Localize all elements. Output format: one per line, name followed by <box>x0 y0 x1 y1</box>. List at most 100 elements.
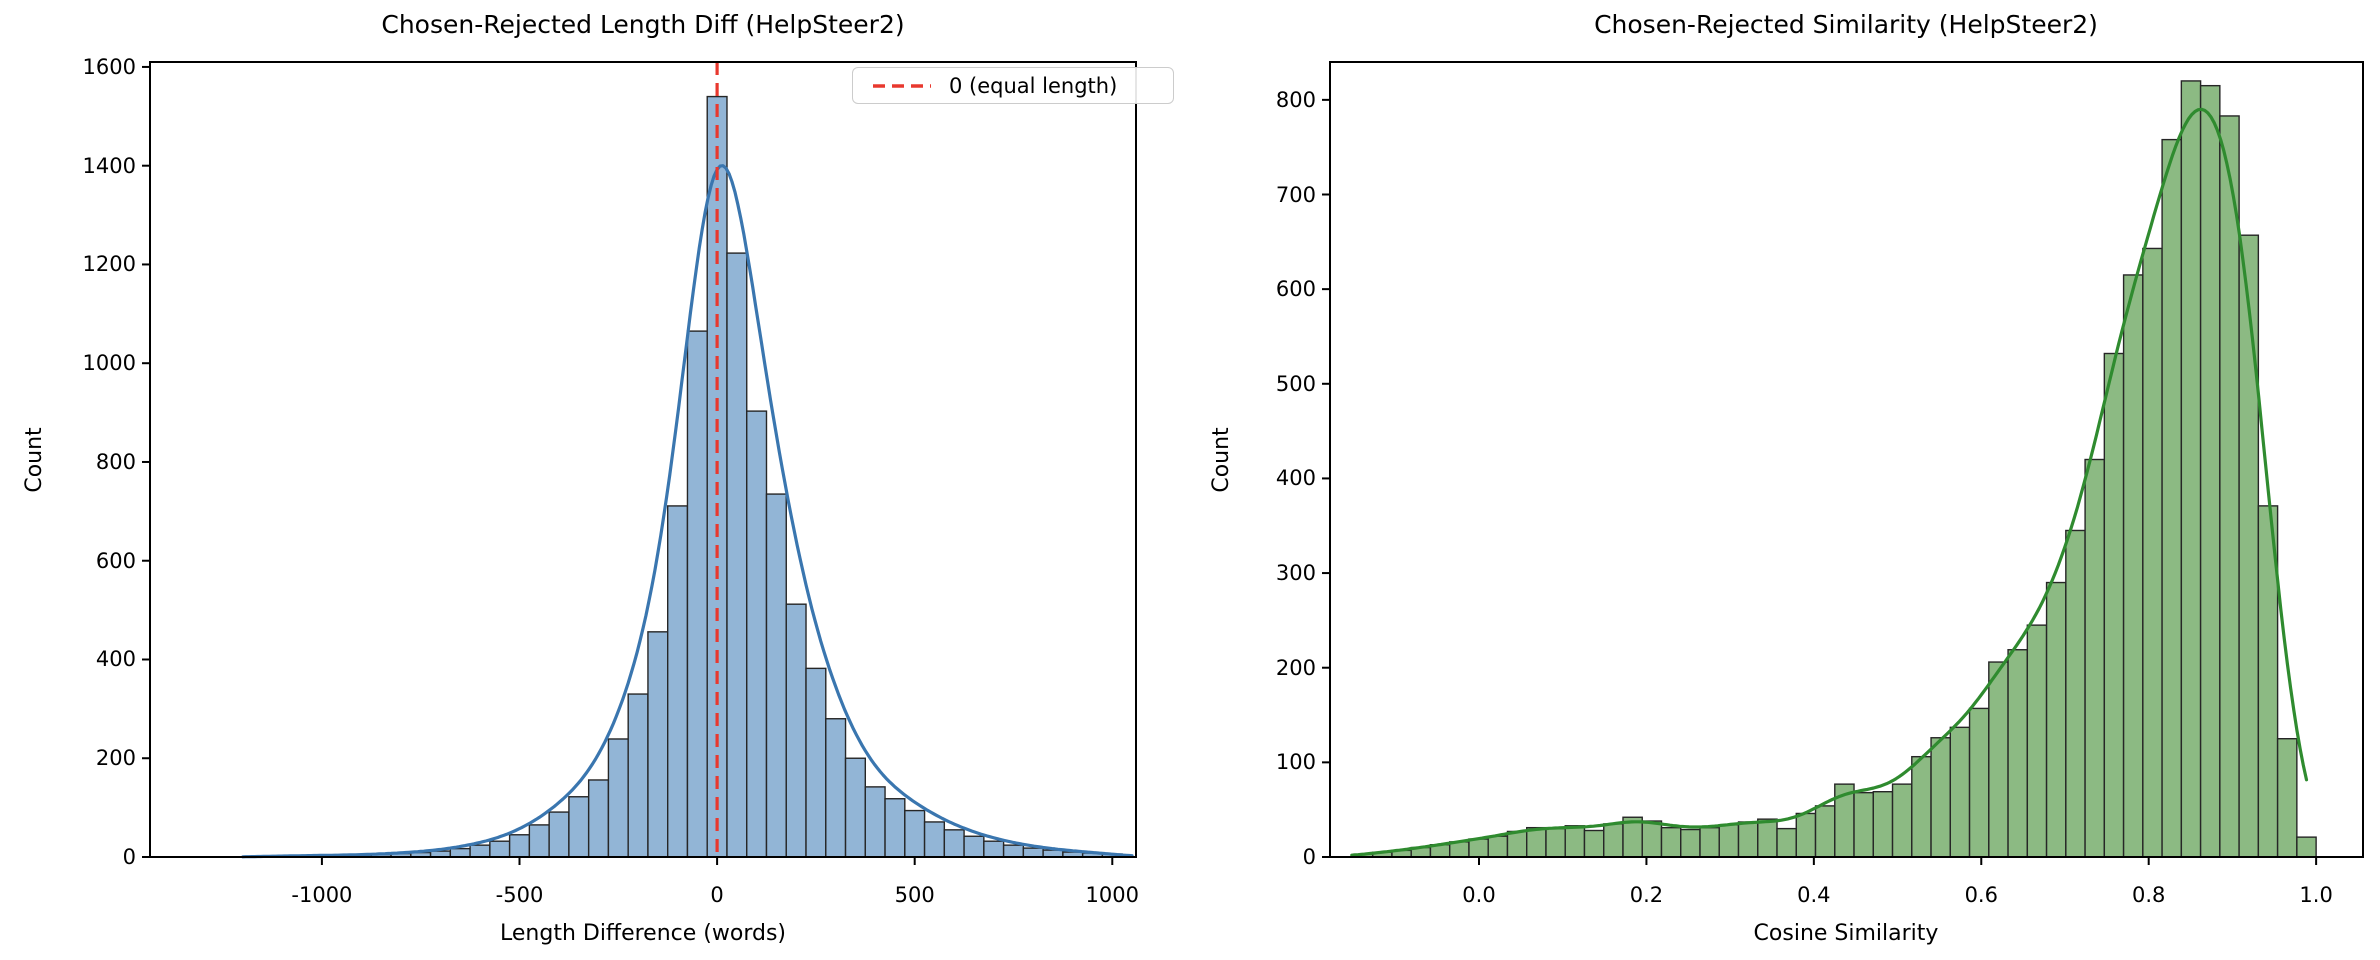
y-tick-label: 400 <box>1275 466 1316 491</box>
histogram-bar <box>1795 812 1817 858</box>
histogram-bar <box>1680 828 1701 858</box>
histogram-bar <box>805 667 827 858</box>
histogram-bar <box>587 779 610 858</box>
histogram-bar <box>1641 820 1663 858</box>
subplot-length-diff <box>142 61 1137 865</box>
histogram-bar <box>2238 234 2260 858</box>
histogram-bar <box>1545 827 1566 858</box>
histogram-bar <box>2161 138 2183 858</box>
y-tick-label: 300 <box>1275 561 1316 586</box>
x-tick-label: 1000 <box>1085 883 1139 907</box>
histogram-bar <box>864 786 886 858</box>
y-tick-label: 1200 <box>82 252 136 277</box>
y-tick-label: 800 <box>1275 87 1316 112</box>
x-tick-label: 0.8 <box>2131 883 2166 907</box>
histogram-bar <box>1699 826 1720 858</box>
chart-title-length-diff: Chosen-Rejected Length Diff (HelpSteer2) <box>381 10 905 39</box>
x-tick-label: 0.6 <box>1964 883 1998 907</box>
histogram-bar <box>943 829 965 858</box>
histogram-bar <box>963 835 985 858</box>
x-tick-label: -1000 <box>291 883 353 907</box>
legend: 0 (equal length) <box>852 67 1174 104</box>
histogram-bar <box>1506 830 1528 858</box>
histogram-bar <box>983 840 1005 858</box>
histogram-bar <box>1487 835 1509 858</box>
histogram-bar <box>1526 826 1547 858</box>
histogram-bar <box>844 757 866 858</box>
histogram-bar <box>2103 352 2125 858</box>
histogram-bar <box>1737 821 1759 858</box>
histogram-bar <box>1660 826 1682 858</box>
x-tick-label: 0.0 <box>1462 883 1496 907</box>
kde-curve <box>241 164 1134 859</box>
y-tick-label: 1400 <box>82 153 136 178</box>
histogram-bar <box>1911 755 1932 858</box>
histogram-bar <box>548 811 570 858</box>
histogram-bar <box>1603 823 1624 858</box>
y-tick-label: 200 <box>1275 655 1316 680</box>
histogram-bar <box>746 410 768 858</box>
histogram-bar <box>489 840 511 858</box>
histogram-bar <box>1583 829 1605 858</box>
histogram-bar <box>607 738 629 858</box>
histogram-bar <box>528 824 550 858</box>
y-tick-label: 1000 <box>82 351 136 376</box>
histogram-bar <box>785 603 807 858</box>
y-axis-label-similarity: Count <box>1209 427 1234 493</box>
y-tick-label: 0 <box>1302 845 1316 869</box>
x-tick-label: -500 <box>495 883 544 907</box>
histogram-bar <box>2219 115 2240 858</box>
histogram-bar <box>2007 649 2029 858</box>
histogram-bar <box>508 834 531 858</box>
histogram-bar <box>627 693 649 858</box>
histogram-bar <box>1968 707 1990 858</box>
y-tick-label: 600 <box>95 548 136 573</box>
histogram-bar <box>686 330 708 858</box>
histogram-bar <box>904 809 926 858</box>
histogram-bar <box>449 847 471 858</box>
histogram-bar <box>2180 80 2202 858</box>
histogram-bar <box>1468 838 1489 858</box>
histogram-bar <box>2084 458 2106 858</box>
histogram-bar <box>825 718 847 858</box>
histogram-bar <box>469 844 491 858</box>
y-tick-label: 400 <box>95 647 136 672</box>
y-tick-label: 500 <box>1275 371 1316 396</box>
histogram-bar <box>2026 624 2048 858</box>
histogram-bar <box>1776 827 1797 858</box>
y-tick-label: 0 <box>122 845 136 869</box>
x-tick-label: 0.4 <box>1797 883 1831 907</box>
histogram-bars <box>252 95 1123 858</box>
histogram-bar <box>647 631 669 858</box>
histogram-bar <box>1930 737 1952 858</box>
x-tick-label: 0 <box>710 883 724 907</box>
histogram-bar <box>2142 247 2163 858</box>
histogram-bar <box>667 505 689 858</box>
histogram-bar <box>1022 847 1044 858</box>
histogram-bar <box>2296 836 2317 858</box>
y-tick-label: 100 <box>1275 750 1316 775</box>
histogram-bar <box>884 798 906 858</box>
histogram-bar <box>1988 661 2009 858</box>
histogram-bar <box>1949 726 1971 858</box>
histogram-bar <box>1002 844 1025 858</box>
y-tick-label: 800 <box>95 449 136 474</box>
histogram-bar <box>1891 783 1913 858</box>
histogram-bar <box>1757 818 1778 858</box>
histogram-bar <box>1718 824 1740 858</box>
histogram-bar <box>923 821 946 858</box>
histogram-bar <box>2276 738 2298 858</box>
y-tick-label: 600 <box>1275 277 1316 302</box>
histogram-bar <box>2045 581 2067 858</box>
histogram-bar <box>1042 849 1064 858</box>
axes-spines <box>1329 61 2364 858</box>
y-tick-label: 700 <box>1275 182 1316 207</box>
histogram-bar <box>1564 825 1586 858</box>
histogram-bar <box>2065 529 2086 858</box>
histogram-bar <box>1872 791 1894 858</box>
histogram-bar <box>1853 791 1874 858</box>
x-tick-label: 0.2 <box>1629 883 1664 907</box>
chart-title-similarity: Chosen-Rejected Similarity (HelpSteer2) <box>1594 10 2098 39</box>
